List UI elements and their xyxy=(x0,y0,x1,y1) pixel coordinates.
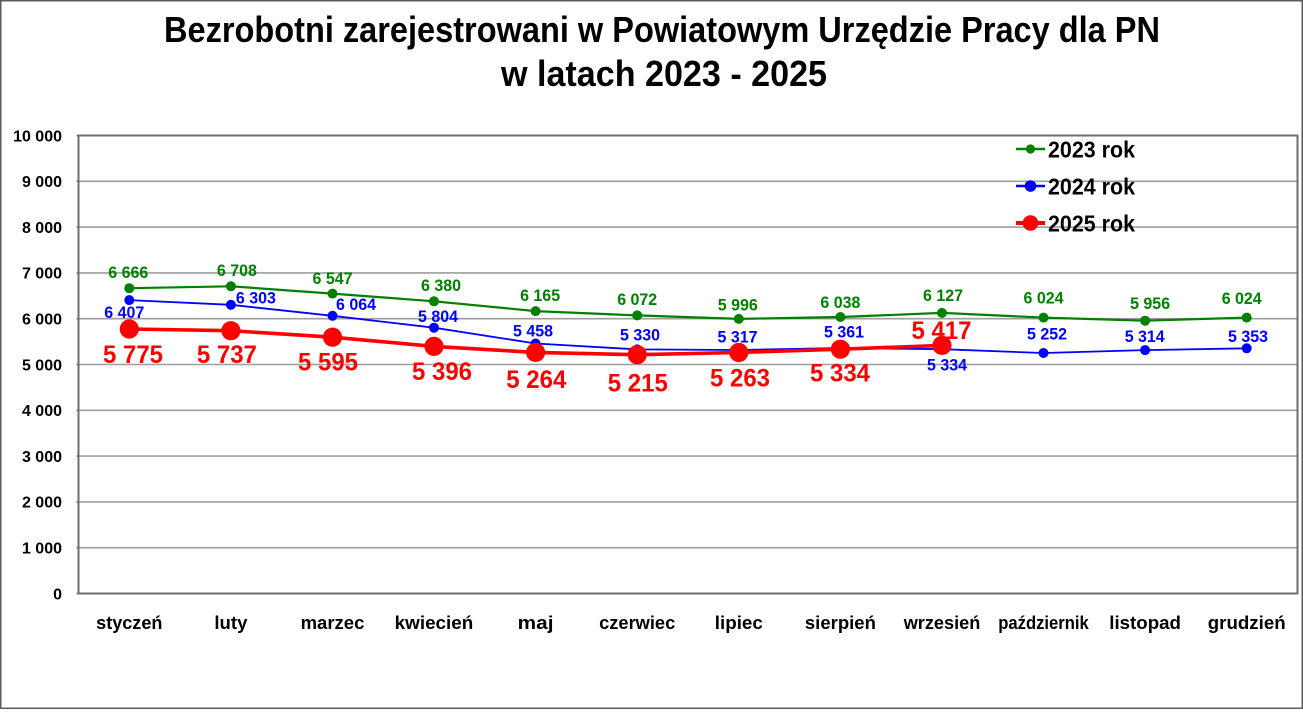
svg-text:5 317: 5 317 xyxy=(718,329,758,347)
svg-text:5 353: 5 353 xyxy=(1228,328,1268,346)
svg-text:5 361: 5 361 xyxy=(824,324,864,342)
svg-text:6 407: 6 407 xyxy=(104,304,144,322)
svg-text:kwiecień: kwiecień xyxy=(395,612,474,633)
svg-text:6 072: 6 072 xyxy=(617,291,657,309)
svg-text:5 417: 5 417 xyxy=(912,317,972,345)
svg-text:5 000: 5 000 xyxy=(22,357,62,374)
svg-text:6 303: 6 303 xyxy=(236,289,276,307)
svg-text:3 000: 3 000 xyxy=(22,449,62,466)
svg-text:5 252: 5 252 xyxy=(1027,325,1067,343)
svg-text:wrzesień: wrzesień xyxy=(903,612,981,633)
svg-text:5 263: 5 263 xyxy=(710,365,770,393)
svg-text:6 380: 6 380 xyxy=(421,277,461,295)
svg-text:2023 rok: 2023 rok xyxy=(1048,136,1135,162)
svg-text:czerwiec: czerwiec xyxy=(599,612,675,633)
svg-text:Bezrobotni zarejestrowani w Po: Bezrobotni zarejestrowani w Powiatowym U… xyxy=(164,9,1160,50)
svg-text:luty: luty xyxy=(214,612,248,633)
svg-text:grudzień: grudzień xyxy=(1208,612,1286,633)
svg-text:2025 rok: 2025 rok xyxy=(1048,210,1135,236)
svg-text:9 000: 9 000 xyxy=(22,174,62,191)
svg-text:5 215: 5 215 xyxy=(608,369,668,397)
svg-text:maj: maj xyxy=(518,612,554,633)
svg-text:5 330: 5 330 xyxy=(620,327,660,345)
svg-text:5 956: 5 956 xyxy=(1130,295,1170,313)
svg-text:5 396: 5 396 xyxy=(412,358,472,386)
svg-text:8 000: 8 000 xyxy=(22,220,62,237)
svg-text:w latach 2023 - 2025: w latach 2023 - 2025 xyxy=(500,53,827,94)
svg-text:6 666: 6 666 xyxy=(108,264,148,282)
svg-text:5 775: 5 775 xyxy=(103,341,163,369)
svg-text:5 737: 5 737 xyxy=(197,341,257,369)
svg-text:6 024: 6 024 xyxy=(1024,290,1065,308)
svg-text:5 996: 5 996 xyxy=(718,296,758,314)
svg-text:lipiec: lipiec xyxy=(715,612,763,633)
svg-text:5 804: 5 804 xyxy=(418,308,459,326)
svg-text:5 264: 5 264 xyxy=(506,366,566,394)
svg-text:6 547: 6 547 xyxy=(313,270,353,288)
svg-text:5 334: 5 334 xyxy=(927,356,968,374)
svg-text:6 064: 6 064 xyxy=(336,296,377,314)
svg-text:październik: październik xyxy=(998,612,1089,633)
svg-text:0: 0 xyxy=(53,586,62,603)
svg-text:5 334: 5 334 xyxy=(810,360,870,388)
svg-text:7 000: 7 000 xyxy=(22,266,62,283)
svg-text:6 024: 6 024 xyxy=(1222,290,1263,308)
svg-text:6 000: 6 000 xyxy=(22,312,62,329)
svg-text:marzec: marzec xyxy=(301,612,365,633)
svg-text:1 000: 1 000 xyxy=(22,541,62,558)
svg-text:6 708: 6 708 xyxy=(217,262,257,280)
svg-text:6 127: 6 127 xyxy=(923,287,963,305)
svg-text:sierpień: sierpień xyxy=(805,612,876,633)
svg-text:5 458: 5 458 xyxy=(513,323,553,341)
svg-text:2 000: 2 000 xyxy=(22,495,62,512)
svg-text:6 038: 6 038 xyxy=(820,294,860,312)
svg-text:listopad: listopad xyxy=(1109,612,1181,633)
svg-text:5 595: 5 595 xyxy=(298,348,358,376)
svg-text:5 314: 5 314 xyxy=(1125,328,1166,346)
svg-text:4 000: 4 000 xyxy=(22,403,62,420)
svg-text:10 000: 10 000 xyxy=(13,128,62,145)
svg-text:styczeń: styczeń xyxy=(96,612,162,633)
svg-text:6 165: 6 165 xyxy=(520,287,560,305)
svg-text:2024 rok: 2024 rok xyxy=(1048,173,1135,199)
